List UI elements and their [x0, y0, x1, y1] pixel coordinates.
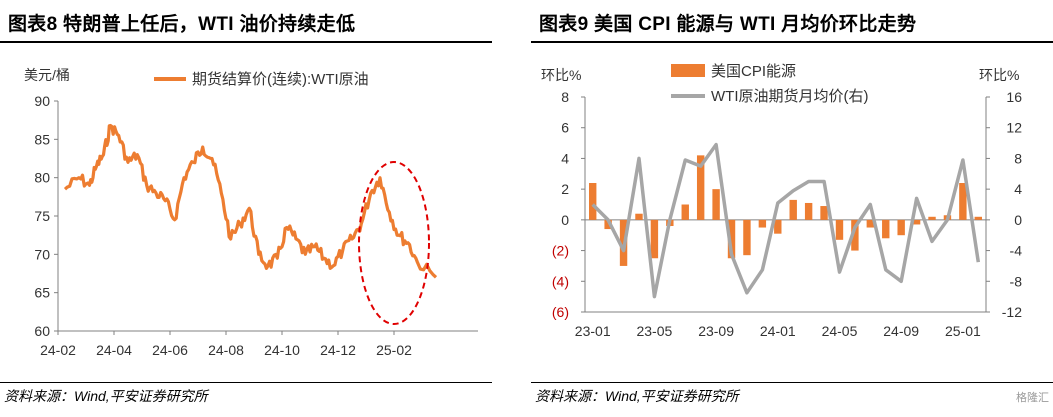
left-x-tick-label: 24-04 [96, 342, 132, 358]
right-cpi-energy-bar [758, 219, 767, 228]
right-x-tick-label: 25-01 [945, 323, 981, 339]
left-x-tick-label: 24-08 [208, 342, 244, 358]
left-y-tick-label: 60 [34, 323, 50, 339]
right-left-y-axis-label: 环比% [541, 67, 581, 83]
left-y-tick-label: 75 [34, 208, 50, 224]
right-cpi-energy-bar [851, 219, 859, 251]
right-right-y-axis-label: 环比% [979, 67, 1019, 83]
left-y-tick-label: 65 [34, 285, 50, 301]
left-source-note: 资料来源：Wind,平安证券研究所 [4, 388, 208, 404]
left-x-tick-label: 24-06 [152, 342, 188, 358]
right-cpi-energy-bar [789, 199, 797, 220]
left-series-line [63, 123, 438, 279]
right-chart: 8 6 4 2 0 (2) (4) (6) 16 12 8 4 0 -4 -8 -12 环比% 环比% 23-01 2… [541, 63, 1023, 339]
right-x-tick-label: 24-01 [760, 323, 796, 339]
right-cpi-energy-bar [774, 219, 782, 234]
right-cpi-energy-bar [974, 216, 982, 220]
right-cpi-energy-bar [959, 183, 967, 220]
right-cpi-energy-bar [743, 219, 751, 256]
right-x-tick-label: 24-05 [822, 323, 858, 339]
right-source-note: 资料来源：Wind,平安证券研究所 [535, 388, 739, 404]
right-header-rule [531, 41, 1053, 43]
left-x-tick-label: 24-02 [40, 342, 76, 358]
left-header: 图表8 特朗普上任后，WTI 油价持续走低 [0, 0, 492, 43]
right-cpi-energy-bar [897, 219, 905, 236]
right-left-y-tick-label: 0 [561, 212, 569, 228]
right-cpi-energy-bar [712, 189, 720, 220]
right-right-y-tick-label: -12 [1002, 304, 1022, 320]
right-legend-line-label: WTI原油期货月均价(右) [711, 88, 868, 105]
right-left-y-tick-label: (4) [552, 273, 569, 289]
right-cpi-energy-bar [928, 216, 936, 220]
right-left-y-tick-label: 4 [561, 150, 569, 166]
right-right-y-tick-label: 16 [1006, 89, 1022, 105]
right-cpi-energy-bar [604, 219, 612, 230]
right-x-tick-label: 24-09 [883, 323, 919, 339]
left-x-tick-label: 25-02 [376, 342, 412, 358]
right-cpi-energy-bar [696, 155, 705, 220]
right-right-y-tick-label: 4 [1014, 181, 1022, 197]
right-cpi-energy-bar [882, 219, 890, 239]
left-x-tick-label: 24-10 [264, 342, 300, 358]
right-cpi-energy-bar [589, 183, 597, 220]
right-left-y-tick-label: (2) [552, 243, 569, 259]
right-cpi-energy-bar [681, 204, 689, 220]
right-cpi-energy-bar [804, 202, 813, 220]
right-cpi-energy-bar [727, 219, 736, 259]
right-cpi-energy-bar [820, 206, 828, 220]
right-left-y-tick-label: 8 [561, 89, 569, 105]
right-cpi-energy-bar [912, 219, 921, 225]
right-x-tick-label: 23-01 [575, 323, 611, 339]
left-legend-label: 期货结算价(连续):WTI原油 [192, 70, 369, 88]
left-y-tick-label: 90 [34, 93, 50, 109]
right-right-y-tick-label: 0 [1014, 212, 1022, 228]
right-header: 图表9 美国 CPI 能源与 WTI 月均价环比走势 [531, 0, 1053, 43]
right-source-rule [531, 382, 1053, 383]
right-cpi-energy-bar [835, 219, 844, 240]
right-cpi-energy-bar [866, 219, 875, 228]
right-right-y-tick-label: -4 [1010, 243, 1023, 259]
right-right-y-tick-label: 12 [1006, 120, 1022, 136]
right-left-y-tick-label: 2 [561, 181, 569, 197]
left-chart-title: 图表8 特朗普上任后，WTI 油价持续走低 [8, 14, 356, 35]
left-y-axis-label: 美元/桶 [24, 67, 70, 83]
left-header-rule [0, 41, 492, 43]
left-chart: 60 65 70 75 80 85 90 美元/桶 24-02 24-04 24-06 24-08 24… [24, 67, 478, 358]
right-left-y-tick-label: (6) [552, 304, 569, 320]
right-x-tick-label: 23-05 [636, 323, 672, 339]
right-x-tick-label: 23-09 [698, 323, 734, 339]
right-right-y-tick-label: -8 [1010, 273, 1023, 289]
right-cpi-energy-bar [650, 219, 659, 259]
right-panel: 图表9 美国 CPI 能源与 WTI 月均价环比走势 8 6 4 2 0 (2) (4) (6… [531, 0, 1053, 417]
right-left-y-tick-label: 6 [561, 120, 569, 136]
right-wti-line [591, 142, 981, 299]
left-y-tick-label: 85 [34, 131, 50, 147]
left-y-tick-label: 70 [34, 246, 50, 262]
left-highlight-ellipse [358, 161, 430, 325]
right-right-y-tick-label: 8 [1014, 150, 1022, 166]
right-cpi-energy-bar [635, 213, 643, 220]
right-chart-title: 图表9 美国 CPI 能源与 WTI 月均价环比走势 [539, 14, 917, 35]
right-legend-bar-swatch [671, 64, 705, 77]
left-source-rule [0, 382, 492, 383]
left-x-tick-label: 24-12 [320, 342, 356, 358]
left-panel: 图表8 特朗普上任后，WTI 油价持续走低 60 65 70 75 80 85 90 美元/桶… [0, 0, 492, 417]
left-y-tick-label: 80 [34, 170, 50, 186]
watermark: 格隆汇 [1016, 392, 1049, 404]
right-legend-bar-label: 美国CPI能源 [711, 63, 796, 80]
